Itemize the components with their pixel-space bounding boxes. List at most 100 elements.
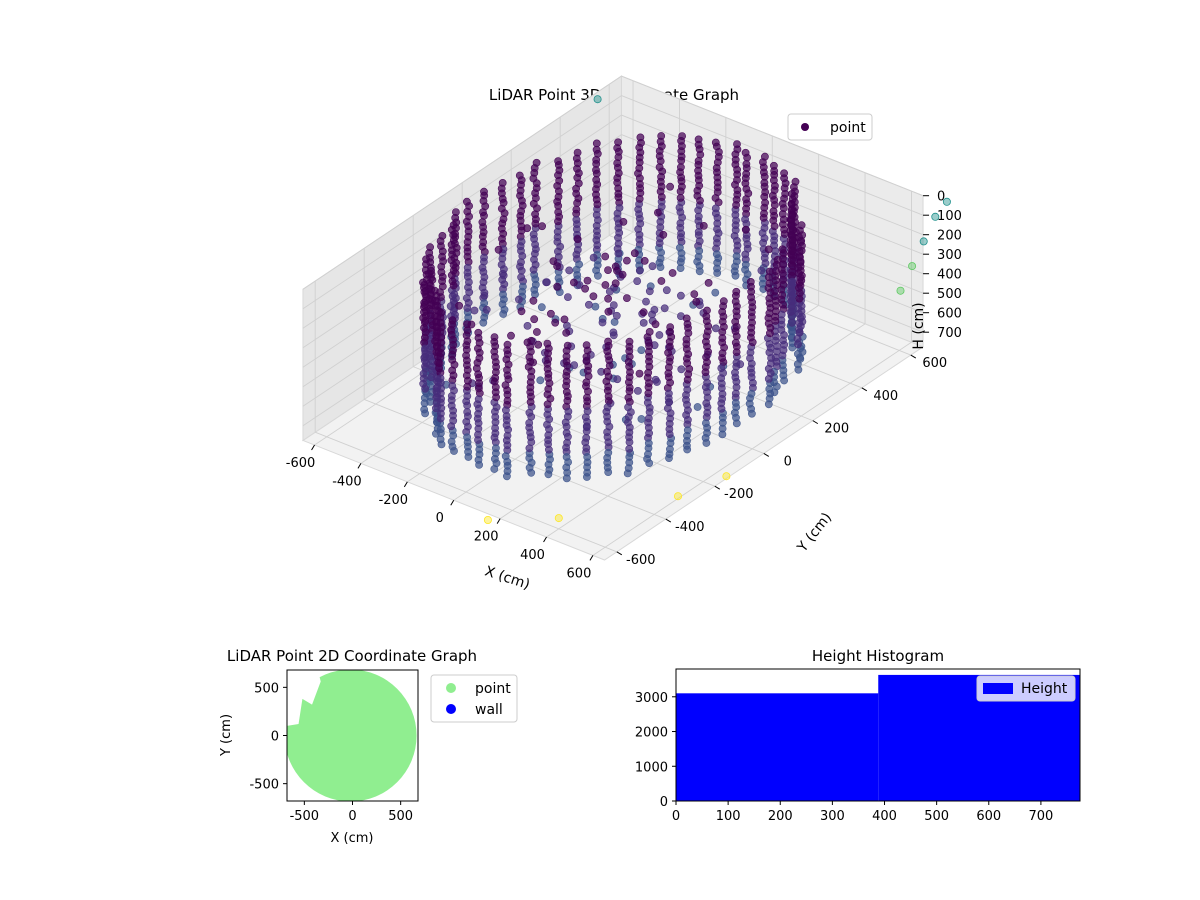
point-3d — [677, 152, 686, 161]
point-3d — [449, 346, 457, 355]
point-3d — [474, 395, 483, 404]
point-3d — [451, 213, 460, 222]
point-3d — [741, 225, 750, 234]
point-3d — [573, 271, 582, 279]
point-3d — [601, 281, 610, 289]
point-3d — [645, 287, 654, 296]
y-tick-3d — [616, 551, 623, 556]
point-3d — [538, 222, 546, 231]
point-3d — [702, 312, 711, 321]
point-3d — [475, 354, 484, 363]
point-3d — [570, 278, 578, 287]
point-3d — [437, 394, 445, 403]
point-3d — [517, 307, 526, 316]
point-3d — [515, 171, 524, 180]
point-3d — [448, 382, 457, 390]
point-3d — [779, 300, 787, 309]
point-3d — [779, 276, 787, 284]
point-3d — [499, 271, 508, 280]
point-3d — [637, 346, 646, 354]
legend-label-height: Height — [1021, 681, 1068, 697]
point-3d — [523, 224, 531, 233]
point-3d — [684, 350, 693, 358]
point-3d — [624, 393, 633, 402]
point-3d — [556, 242, 565, 251]
point-3d — [497, 184, 506, 193]
point-3d — [765, 385, 774, 393]
point-3d — [494, 245, 503, 254]
x-tick-3d — [543, 536, 547, 543]
point-3d — [653, 378, 661, 386]
legend-frame — [976, 675, 1076, 702]
point-3d — [480, 253, 488, 262]
point-3d — [526, 428, 534, 437]
point-3d — [732, 216, 740, 225]
point-3d — [611, 262, 620, 271]
y-tick-label-2d: 500 — [254, 681, 279, 696]
point-3d — [765, 339, 774, 348]
point-3d — [704, 278, 713, 287]
point-3d — [421, 364, 430, 373]
point-3d — [553, 282, 562, 291]
point-3d — [742, 185, 751, 193]
point-3d — [583, 276, 592, 285]
point-3d — [470, 306, 479, 315]
point-3d — [581, 413, 590, 422]
point-3d — [699, 221, 708, 230]
point-3d — [583, 468, 592, 477]
point-3d — [711, 288, 720, 297]
point-3d — [604, 337, 612, 346]
point-3d — [702, 419, 710, 427]
x-tick-label-3d: -200 — [379, 493, 409, 508]
point-3d — [718, 430, 727, 439]
point-3d — [435, 359, 444, 367]
point-3d — [582, 423, 591, 432]
point-3d — [573, 245, 582, 254]
z-tick-label-3d: 200 — [937, 229, 962, 244]
point-3d — [645, 403, 654, 412]
point-3d — [796, 258, 805, 267]
point-3d — [425, 248, 434, 257]
y-tick-label-2d: -500 — [249, 778, 279, 793]
legend-marker-point — [801, 123, 809, 131]
gridline-y-floor — [364, 399, 666, 520]
point-3d — [592, 175, 601, 184]
point-3d — [572, 154, 581, 163]
x-tick-3d — [450, 499, 455, 506]
point-3d — [742, 169, 751, 178]
point-3d — [731, 398, 740, 407]
point-3d — [778, 291, 787, 299]
chart-2d-title: LiDAR Point 2D Coordinate Graph — [227, 647, 477, 665]
point-3d — [703, 408, 712, 417]
axes-3d-panes — [301, 75, 925, 561]
point-3d — [604, 382, 613, 391]
point-3d — [532, 158, 541, 167]
point-3d — [742, 195, 750, 203]
point-3d — [480, 187, 488, 196]
z-tick-label-3d: 700 — [937, 326, 962, 341]
point-3d — [563, 438, 571, 447]
point-3d — [682, 335, 691, 344]
plot-2d-area — [287, 670, 417, 801]
point-3d — [474, 409, 482, 418]
point-3d — [475, 460, 483, 469]
point-3d — [465, 212, 473, 221]
point-3d — [531, 210, 539, 219]
point-3d — [657, 277, 666, 285]
y-tick-label-3d: 200 — [824, 422, 849, 437]
point-3d — [627, 408, 635, 416]
point-3d — [463, 433, 471, 442]
point-3d — [474, 436, 482, 444]
histogram-chart: Height Histogram 0 100 200 300 400 500 600 7000… — [635, 647, 1081, 824]
point-3d — [420, 405, 429, 414]
point-3d — [779, 215, 788, 224]
point-3d — [702, 399, 711, 408]
point-3d — [794, 243, 802, 252]
point-3d — [732, 358, 741, 367]
point-3d — [639, 308, 648, 317]
point-3d — [589, 292, 598, 301]
chart-2d: LiDAR Point 2D Coordinate Graph -500 0 500… — [219, 647, 518, 846]
point-3d — [447, 392, 456, 400]
chart-2d-xlabel: X (cm) — [331, 831, 374, 846]
point-3d — [613, 144, 622, 152]
